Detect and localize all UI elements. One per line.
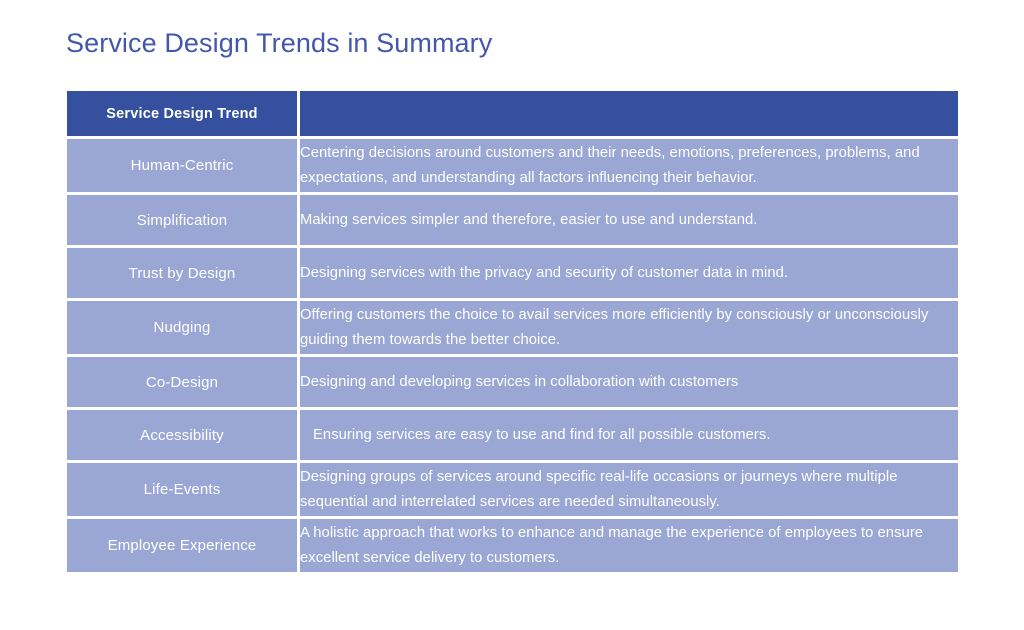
cell-trend-name: Co-Design [67, 357, 297, 407]
cell-trend-name: Trust by Design [67, 248, 297, 298]
page-title: Service Design Trends in Summary [66, 28, 493, 58]
cell-trend-name: Nudging [67, 301, 297, 354]
cell-trend-description: Ensuring services are easy to use and fi… [300, 410, 958, 460]
table-row: Nudging Offering customers the choice to… [67, 301, 958, 354]
cell-trend-description: Making services simpler and therefore, e… [300, 195, 958, 245]
cell-trend-description: Centering decisions around customers and… [300, 139, 958, 192]
column-header-description [300, 91, 958, 136]
table-row: Accessibility Ensuring services are easy… [67, 410, 958, 460]
cell-trend-description: Designing services with the privacy and … [300, 248, 958, 298]
table-header-row: Service Design Trend [67, 91, 958, 136]
table-row: Human-Centric Centering decisions around… [67, 139, 958, 192]
table-row: Co-Design Designing and developing servi… [67, 357, 958, 407]
cell-trend-name: Accessibility [67, 410, 297, 460]
cell-trend-name: Employee Experience [67, 519, 297, 572]
column-header-trend: Service Design Trend [67, 91, 297, 136]
trends-table-container: Service Design Trend Human-Centric Cente… [64, 88, 961, 575]
table-row: Trust by Design Designing services with … [67, 248, 958, 298]
cell-trend-description: A holistic approach that works to enhanc… [300, 519, 958, 572]
table-header: Service Design Trend [67, 91, 958, 136]
cell-trend-name: Life-Events [67, 463, 297, 516]
table-row: Life-Events Designing groups of services… [67, 463, 958, 516]
table-body: Human-Centric Centering decisions around… [67, 139, 958, 572]
cell-trend-name: Simplification [67, 195, 297, 245]
cell-trend-description: Designing groups of services around spec… [300, 463, 958, 516]
service-design-trends-table: Service Design Trend Human-Centric Cente… [64, 88, 961, 575]
table-row: Employee Experience A holistic approach … [67, 519, 958, 572]
cell-trend-name: Human-Centric [67, 139, 297, 192]
cell-trend-description: Offering customers the choice to avail s… [300, 301, 958, 354]
table-row: Simplification Making services simpler a… [67, 195, 958, 245]
cell-trend-description: Designing and developing services in col… [300, 357, 958, 407]
